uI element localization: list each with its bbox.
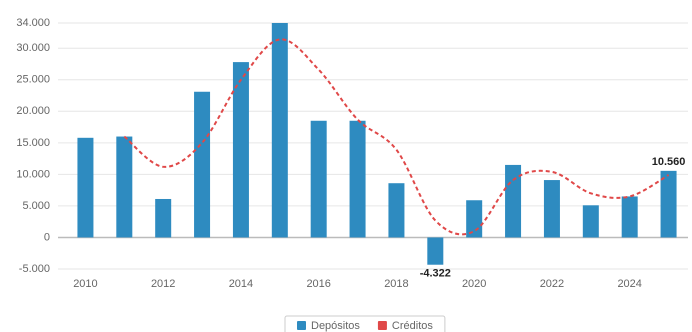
bar xyxy=(232,62,249,238)
y-tick-label: 5.000 xyxy=(22,200,50,212)
x-tick-label: 2018 xyxy=(384,278,408,290)
bar xyxy=(349,120,366,238)
y-tick-label: 20.000 xyxy=(16,105,50,117)
bar xyxy=(543,180,560,238)
line xyxy=(123,38,670,236)
legend-swatch xyxy=(377,321,387,330)
y-tick-label: -5.000 xyxy=(19,263,50,275)
bar xyxy=(77,137,94,238)
legend: Depósitos Créditos xyxy=(284,315,446,332)
x-tick-label: 2016 xyxy=(306,278,330,290)
legend-label: Depósitos xyxy=(311,320,360,332)
bar xyxy=(155,198,172,238)
x-tick-label: 2014 xyxy=(229,278,253,290)
x-tick-label: 2022 xyxy=(540,278,564,290)
legend-label: Créditos xyxy=(392,320,433,332)
legend-swatch xyxy=(297,321,306,330)
bar xyxy=(388,183,405,238)
data-label: 10.560 xyxy=(652,156,686,168)
x-tick-label: 2012 xyxy=(151,278,175,290)
legend-box xyxy=(284,315,446,332)
bar xyxy=(621,196,638,238)
bar xyxy=(660,170,677,238)
x-tick-label: 2020 xyxy=(462,278,486,290)
x-tick-label: 2010 xyxy=(73,278,97,290)
y-tick-label: 25.000 xyxy=(16,74,50,86)
y-tick-label: 10.000 xyxy=(16,168,50,180)
bar xyxy=(466,200,483,238)
bar xyxy=(271,23,288,238)
y-tick-label: 15.000 xyxy=(16,137,50,149)
bar xyxy=(582,205,599,238)
data-label: -4.322 xyxy=(420,268,451,280)
y-tick-label: 0 xyxy=(44,231,50,243)
bar xyxy=(310,120,327,238)
bar xyxy=(116,136,133,238)
bar xyxy=(194,91,211,238)
bar xyxy=(427,237,444,265)
y-tick-label: 34.000 xyxy=(16,17,50,29)
x-tick-label: 2024 xyxy=(617,278,641,290)
y-tick-label: 30.000 xyxy=(16,42,50,54)
